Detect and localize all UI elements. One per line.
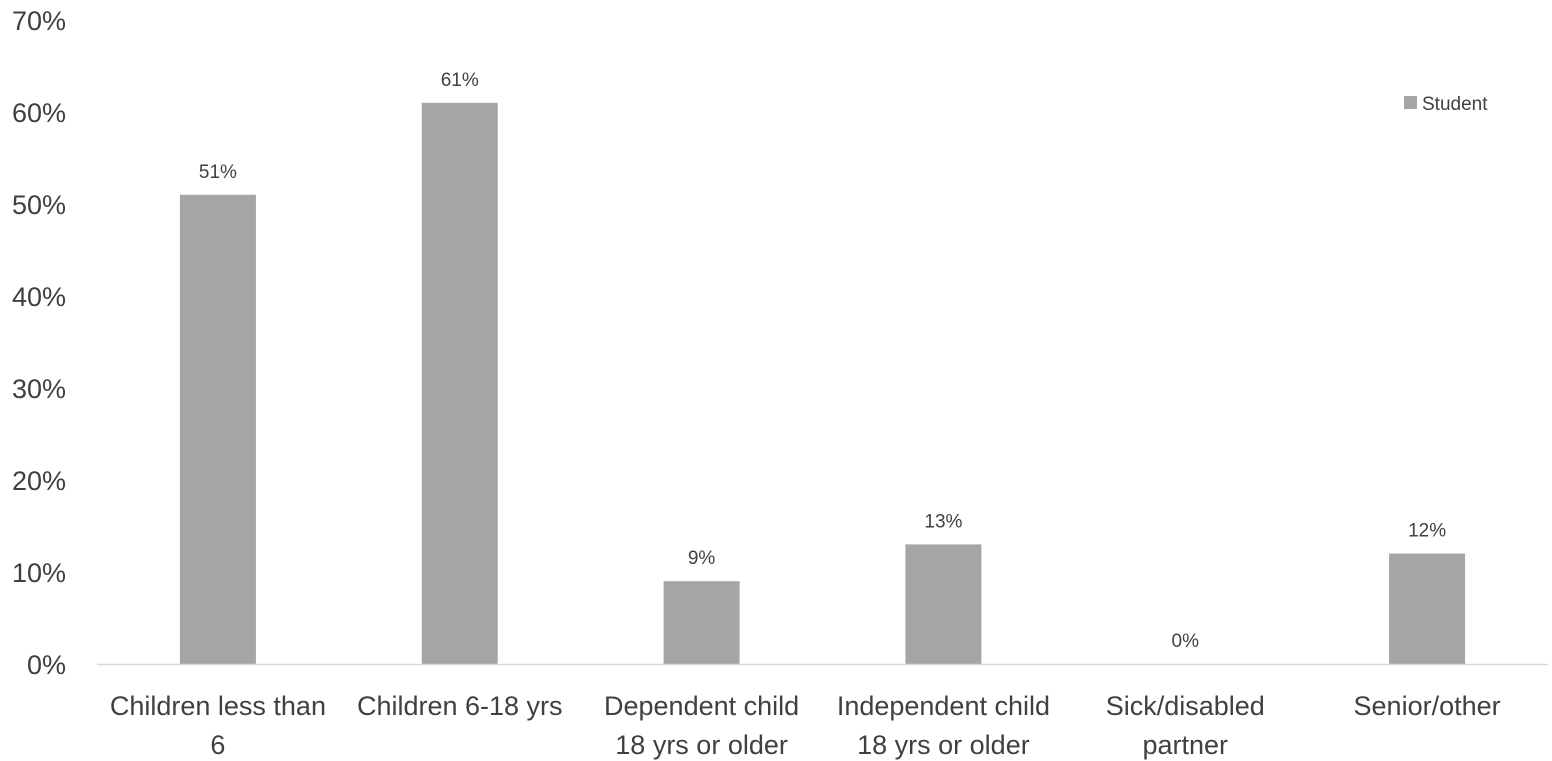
bar <box>421 102 498 665</box>
y-tick-label: 0% <box>27 650 66 680</box>
x-category-label-line: Senior/other <box>1354 691 1501 721</box>
x-category-label: Senior/other <box>1354 691 1501 721</box>
x-category-label-line: Children less than <box>110 691 326 721</box>
x-category-label: Dependent child 18 yrs or older <box>604 691 799 760</box>
bar <box>1389 553 1466 664</box>
x-category-label-line: 18 yrs or older <box>857 730 1030 760</box>
y-tick-label: 40% <box>12 282 66 312</box>
data-label: 12% <box>1408 521 1446 542</box>
x-category-label-line: Sick/disabled <box>1106 691 1265 721</box>
data-label: 9% <box>688 548 716 569</box>
bars <box>179 102 1466 665</box>
y-tick-label: 30% <box>12 374 66 404</box>
legend: Student <box>1404 94 1488 115</box>
legend-label-student: Student <box>1422 94 1488 115</box>
data-label: 51% <box>199 162 237 183</box>
bar <box>663 581 740 664</box>
x-category-label-line: Independent child <box>837 691 1050 721</box>
x-category-label: Children 6-18 yrs <box>357 691 563 721</box>
y-tick-label: 20% <box>12 466 66 496</box>
y-tick-label: 60% <box>12 98 66 128</box>
y-tick-label: 70% <box>12 6 66 36</box>
bar <box>179 194 256 665</box>
x-category-label: Sick/disabled partner <box>1106 691 1265 760</box>
bar <box>905 544 982 664</box>
x-category-label: Independent child 18 yrs or older <box>837 691 1050 760</box>
data-label: 0% <box>1172 631 1200 652</box>
x-category-label-line: Children 6-18 yrs <box>357 691 563 721</box>
x-category-label-line: Dependent child <box>604 691 799 721</box>
legend-swatch-student <box>1404 96 1417 109</box>
y-tick-label: 10% <box>12 558 66 588</box>
x-category-label-line: 18 yrs or older <box>615 730 788 760</box>
x-category-label-line: 6 <box>210 730 225 760</box>
data-label: 61% <box>441 70 479 91</box>
y-axis-tick-labels: 0% 10% 20% 30% 40% 50% 60% 70% <box>12 6 66 680</box>
x-category-label-line: partner <box>1142 730 1228 760</box>
y-tick-label: 50% <box>12 190 66 220</box>
data-labels: 51% 61% 9% 13% 0% 12% <box>199 70 1446 652</box>
x-category-label: Children less than 6 <box>110 691 326 760</box>
data-label: 13% <box>924 511 962 532</box>
category-labels: Children less than 6 Children 6-18 yrs Depe… <box>110 691 1501 760</box>
